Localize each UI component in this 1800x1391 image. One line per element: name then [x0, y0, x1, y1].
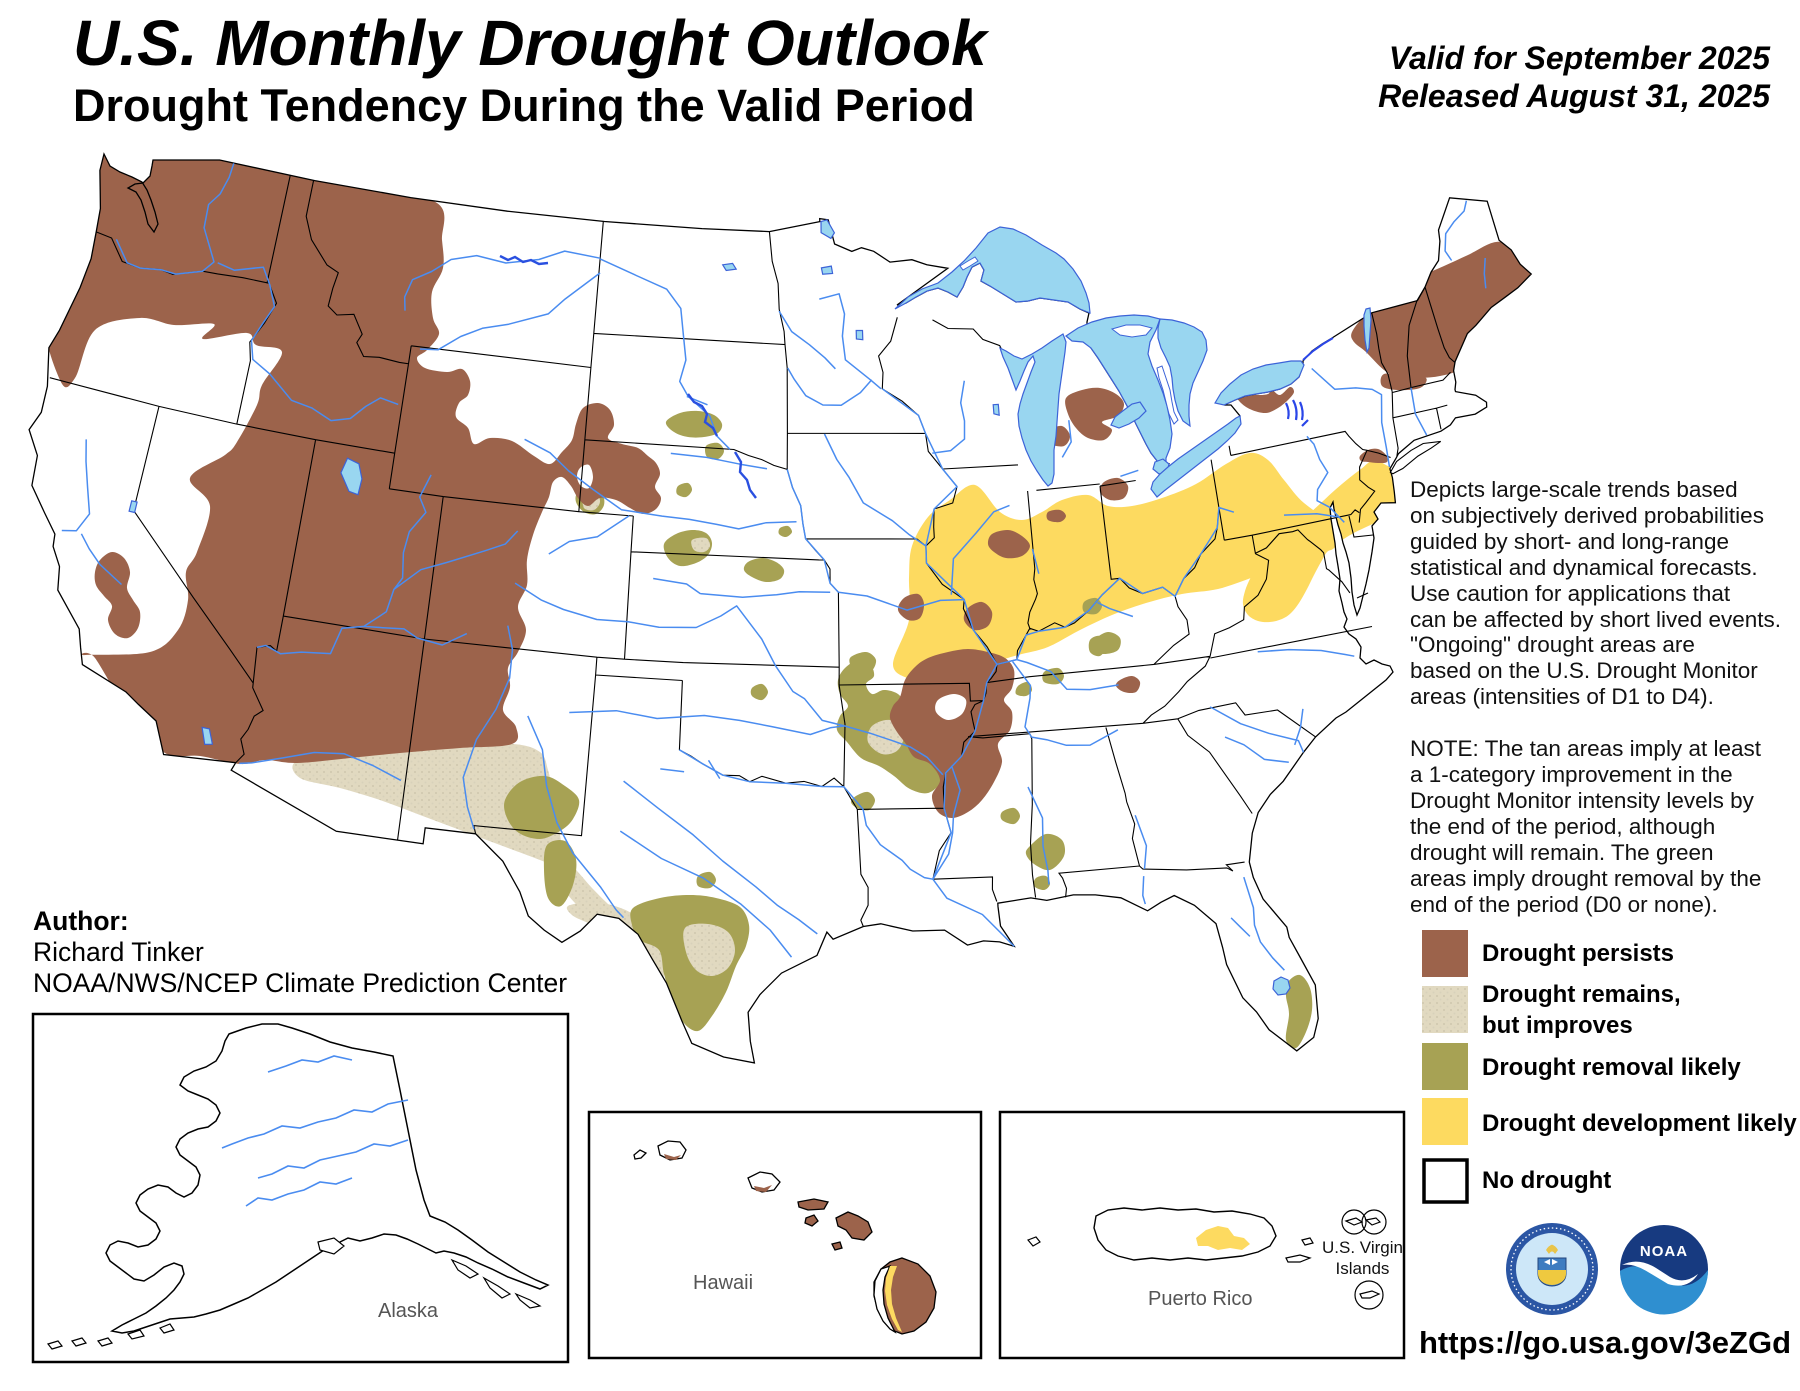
- svg-text:NOAA: NOAA: [1640, 1243, 1688, 1260]
